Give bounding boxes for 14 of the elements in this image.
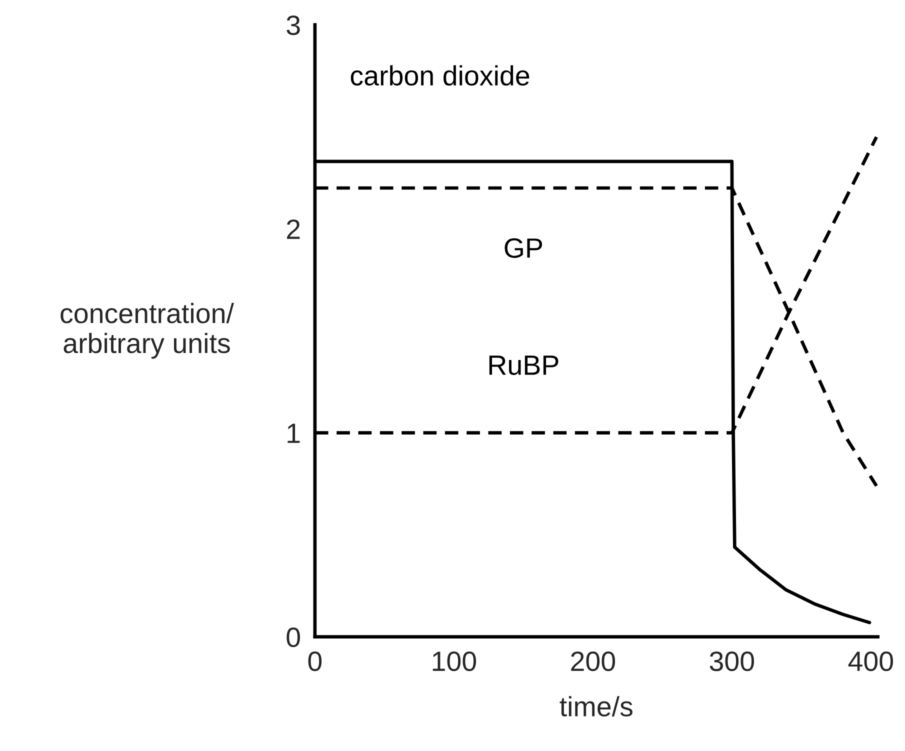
y-tick-label: 1	[288, 424, 300, 443]
y-tick-label: 0	[286, 628, 300, 648]
x-tick-label: 0	[308, 651, 322, 672]
x-tick-label: 300	[710, 651, 754, 672]
series-label: GP	[504, 238, 542, 258]
text: carbon dioxide	[350, 65, 530, 86]
y-tick-label: 3	[286, 15, 300, 36]
x-tick-label: 200	[571, 651, 616, 672]
x-tick-label: 100	[432, 651, 476, 672]
y-tick-label: 2	[287, 219, 300, 239]
y-axis-title: concentration/ arbitrary units	[60, 302, 234, 359]
x-tick-label: 400	[848, 651, 893, 672]
x-axis-title: time/s	[560, 696, 632, 716]
text: RuBP	[489, 356, 558, 376]
